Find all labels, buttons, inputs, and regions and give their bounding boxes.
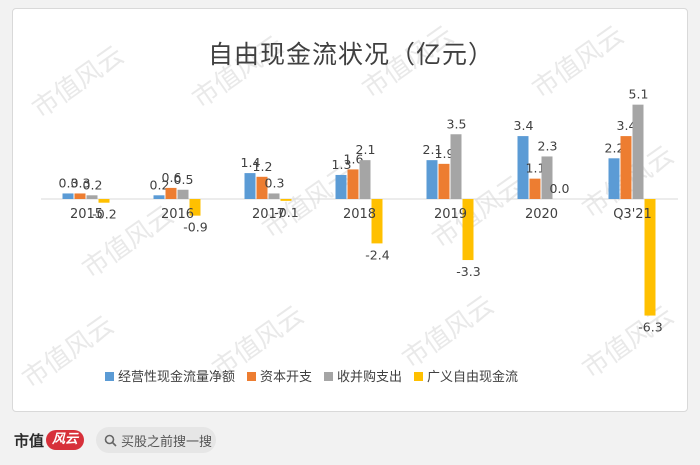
bar (608, 158, 620, 199)
bar (165, 187, 177, 199)
watermark-text: 市值风云 (577, 300, 679, 384)
legend-swatch (247, 372, 256, 381)
data-label: 2.1 (356, 142, 376, 157)
bar (244, 173, 256, 199)
search-placeholder: 买股之前搜一搜 (121, 434, 213, 450)
data-label: 5.1 (629, 87, 649, 102)
watermark-text: 市值风云 (257, 160, 359, 244)
bar (256, 176, 268, 199)
x-tick-label: 2017 (252, 207, 285, 222)
x-tick-label: 2015 (70, 207, 103, 222)
x-tick-label: Q3'21 (613, 207, 652, 222)
legend-swatch (105, 372, 114, 381)
brand-mark: 风云 (46, 430, 85, 450)
x-tick-label: 2019 (434, 207, 467, 222)
bar (438, 163, 450, 199)
x-tick-label: 2018 (343, 207, 376, 222)
footer-bar: 市值 风云 买股之前搜一搜 (0, 416, 700, 465)
bar (177, 189, 189, 199)
data-label: -0.1 (274, 205, 298, 220)
legend-label: 广义自由现金流 (427, 369, 518, 385)
bar (517, 136, 529, 199)
legend-label: 经营性现金流量净额 (118, 369, 235, 385)
bar (153, 195, 165, 199)
data-label: 0.2 (150, 177, 170, 192)
bar (450, 134, 462, 199)
bar (644, 199, 656, 316)
data-label: 0.0 (550, 181, 570, 196)
data-label: 0.3 (59, 175, 79, 190)
bar (529, 178, 541, 199)
legend-label: 资本开支 (260, 370, 312, 385)
data-label: 2.3 (538, 138, 558, 153)
bar (347, 169, 359, 199)
legend-swatch (414, 372, 423, 381)
bar (86, 195, 98, 199)
bar (371, 199, 383, 244)
data-label: 1.4 (241, 155, 261, 170)
bar (632, 104, 644, 199)
data-label: 3.4 (617, 118, 637, 133)
bar (426, 160, 438, 199)
legend-swatch (324, 372, 333, 381)
data-label: 0.3 (265, 175, 285, 190)
data-label: 2.2 (605, 140, 625, 155)
data-label: 3.5 (447, 116, 467, 131)
brand-text: 市值 (14, 431, 45, 450)
chart-title: 自由现金流状况（亿元） (207, 40, 494, 69)
bar (189, 199, 201, 216)
legend-label: 收并购支出 (337, 369, 402, 385)
data-label: 3.4 (514, 118, 534, 133)
watermark-text: 市值风云 (397, 290, 499, 374)
data-label: 1.6 (344, 151, 364, 166)
data-label: 1.9 (435, 146, 455, 161)
bar (462, 199, 474, 261)
bar (280, 199, 292, 201)
bar (359, 160, 371, 199)
data-label: 2.1 (423, 142, 443, 157)
bar (541, 156, 553, 199)
bar (74, 193, 86, 199)
bar (98, 199, 110, 203)
data-label: 1.3 (332, 157, 352, 172)
data-label: 1.2 (253, 159, 273, 174)
data-label: -6.3 (638, 320, 662, 335)
search-icon (104, 434, 117, 447)
watermark-text: 市值风云 (17, 310, 119, 394)
data-label: 1.1 (526, 161, 546, 176)
data-label: 0.6 (162, 170, 182, 185)
x-tick-label: 2016 (161, 207, 194, 222)
data-label: -0.2 (92, 207, 116, 222)
brand-logo[interactable]: 市值 风云 (14, 428, 85, 452)
data-label: 0.2 (83, 177, 103, 192)
data-label: 0.3 (71, 175, 91, 190)
bar (268, 193, 280, 199)
x-tick-label: 2020 (525, 207, 558, 222)
data-label: -0.9 (183, 220, 207, 235)
bar (620, 136, 632, 199)
bar (62, 193, 74, 199)
data-label: -2.4 (365, 247, 389, 262)
bar (335, 174, 347, 199)
chart-card: 市值风云 市值风云 市值风云 市值风云 市值风云 市值风云 市值风云 市值风云 市值风云 市值风云… (12, 8, 688, 412)
data-label: 0.5 (174, 172, 194, 187)
data-label: -3.3 (456, 264, 480, 279)
search-bar[interactable]: 买股之前搜一搜 (96, 427, 216, 453)
